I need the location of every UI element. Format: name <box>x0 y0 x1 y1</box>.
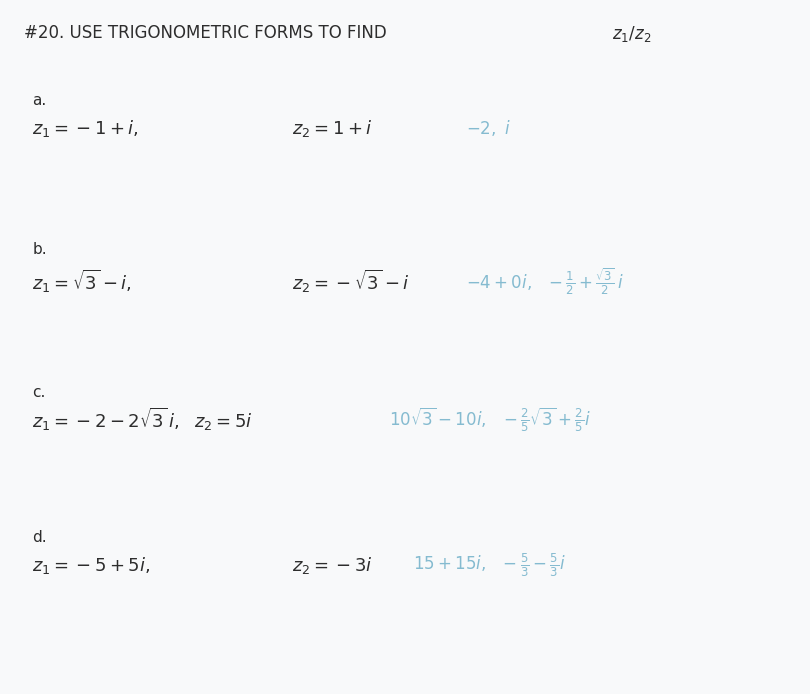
Text: $15 + 15i,\ \ -\frac{5}{3} - \frac{5}{3}i$: $15 + 15i,\ \ -\frac{5}{3} - \frac{5}{3}… <box>413 552 566 579</box>
Text: $z_2 = -\sqrt{3} - i$: $z_2 = -\sqrt{3} - i$ <box>292 267 409 295</box>
Text: $-4 + 0i,\ \ -\frac{1}{2} + \frac{\sqrt{3}}{2}\,i$: $-4 + 0i,\ \ -\frac{1}{2} + \frac{\sqrt{… <box>466 266 624 296</box>
Text: $z_1 = -2 - 2\sqrt{3}\,i,\ \ z_2 = 5i$: $z_1 = -2 - 2\sqrt{3}\,i,\ \ z_2 = 5i$ <box>32 406 254 434</box>
Text: $-2,\ i$: $-2,\ i$ <box>466 119 511 138</box>
Text: $z_2 = 1 + i$: $z_2 = 1 + i$ <box>292 118 372 139</box>
Text: a.: a. <box>32 93 47 108</box>
Text: #20. USE TRIGONOMETRIC FORMS TO FIND: #20. USE TRIGONOMETRIC FORMS TO FIND <box>24 24 392 42</box>
Text: $10\sqrt{3} - 10i,\ \ -\frac{2}{5}\sqrt{3} + \frac{2}{5}i$: $10\sqrt{3} - 10i,\ \ -\frac{2}{5}\sqrt{… <box>389 405 590 434</box>
Text: c.: c. <box>32 384 46 400</box>
Text: $z_1/z_2$: $z_1/z_2$ <box>612 24 650 44</box>
Text: $z_1 = -5 + 5i,$: $z_1 = -5 + 5i,$ <box>32 555 151 576</box>
Text: $z_2 = -3i$: $z_2 = -3i$ <box>292 555 372 576</box>
Text: b.: b. <box>32 242 47 257</box>
Text: $z_1 = -1 + i,$: $z_1 = -1 + i,$ <box>32 118 139 139</box>
Text: d.: d. <box>32 530 47 545</box>
Text: $z_1 = \sqrt{3} - i,$: $z_1 = \sqrt{3} - i,$ <box>32 267 132 295</box>
